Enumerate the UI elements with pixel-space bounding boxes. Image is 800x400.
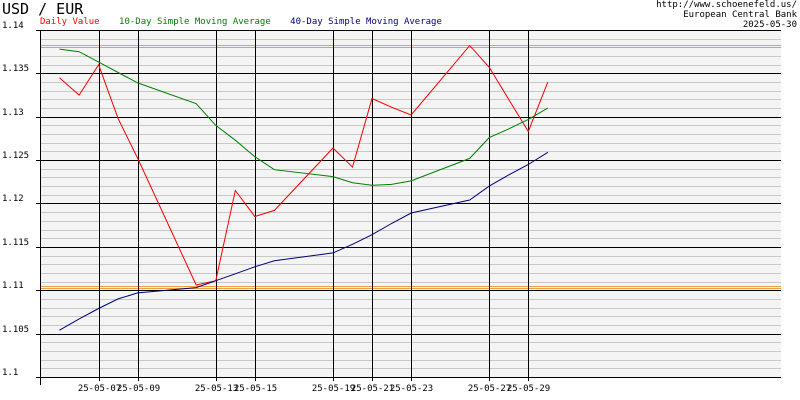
chart-date: 2025-05-30	[742, 20, 797, 30]
x-tick-label: 25-05-21	[351, 384, 394, 394]
y-tick-label: 1.1	[2, 368, 18, 378]
sma-10-day-line	[59, 48, 549, 186]
x-tick-label: 25-05-13	[195, 384, 238, 394]
y-tick-label: 1.135	[2, 64, 29, 74]
x-tick-label: 25-05-27	[468, 384, 511, 394]
source-url: http://www.schoenefeld.us/	[656, 0, 797, 10]
x-tick-label: 25-05-29	[507, 384, 550, 394]
chart-title: USD / EUR	[2, 0, 84, 18]
y-tick-label: 1.105	[2, 325, 29, 335]
y-tick-label: 1.13	[2, 108, 24, 118]
x-tick-label: 25-05-19	[312, 384, 355, 394]
y-tick-label: 1.115	[2, 238, 29, 248]
y-tick-label: 1.12	[2, 194, 24, 204]
y-tick-label: 1.125	[2, 151, 29, 161]
source-block: http://www.schoenefeld.us/ European Cent…	[656, 0, 797, 30]
x-tick-label: 25-05-09	[117, 384, 160, 394]
y-tick-label: 1.11	[2, 281, 24, 291]
source-name: European Central Bank	[683, 10, 797, 20]
legend-40-day-sma: 40-Day Simple Moving Average	[290, 17, 442, 27]
daily-value-line	[59, 44, 549, 286]
x-tick-label: 25-05-15	[234, 384, 277, 394]
legend-10-day-sma: 10-Day Simple Moving Average	[119, 17, 271, 27]
sma-40-day-line	[59, 151, 549, 331]
y-tick-label: 1.14	[2, 21, 24, 31]
legend-daily-value: Daily Value	[40, 17, 100, 27]
x-tick-label: 25-05-07	[78, 384, 121, 394]
x-tick-label: 25-05-23	[390, 384, 433, 394]
chart-legend: Daily Value 10-Day Simple Moving Average…	[40, 17, 456, 27]
